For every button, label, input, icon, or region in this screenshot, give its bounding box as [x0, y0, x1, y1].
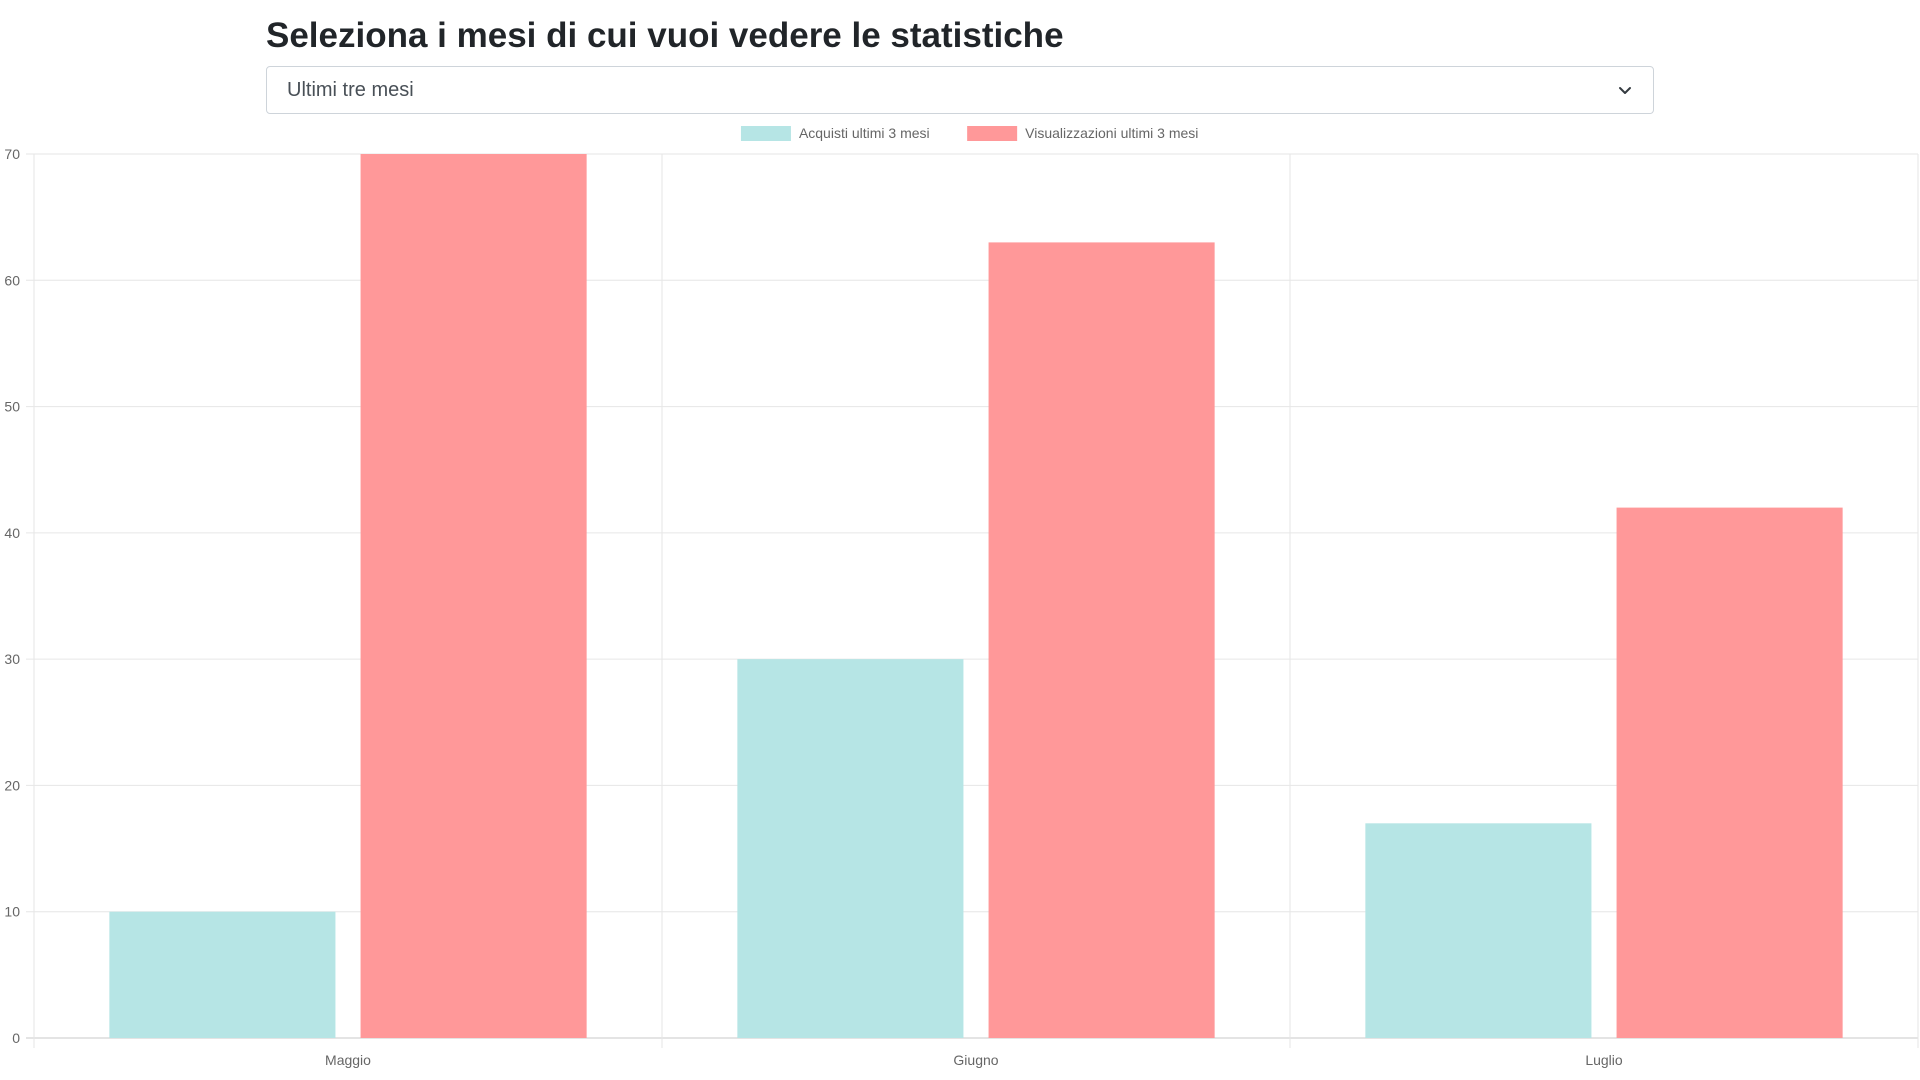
y-tick-label: 40 [4, 525, 20, 541]
legend-swatch-1 [740, 126, 791, 141]
y-tick-label: 60 [4, 272, 20, 288]
bar-maggio-series-1 [109, 911, 336, 1038]
legend-label-2: Visualizzazioni ultimi 3 mesi [1025, 125, 1198, 141]
month-select[interactable]: Ultimi tre mesi [266, 66, 1654, 114]
y-tick-label: 70 [4, 146, 20, 162]
x-tick-label: Giugno [953, 1052, 998, 1068]
legend-swatch-2 [967, 126, 1018, 141]
chevron-down-icon [1617, 82, 1633, 98]
bar-luglio-series-2 [1616, 507, 1843, 1039]
bar-chart: 0 10 20 30 40 50 60 70 Maggio Giugno Luglio Acquist… [4, 125, 1919, 1068]
statistics-chart: 0 10 20 30 40 50 60 70 Maggio Giugno Luglio Acquist… [0, 118, 1920, 1080]
legend-label-1: Acquisti ultimi 3 mesi [799, 125, 930, 141]
bar-giugno-series-2 [988, 242, 1215, 1038]
bar-luglio-series-1 [1365, 823, 1592, 1038]
y-tick-label: 0 [12, 1030, 20, 1046]
bar-giugno-series-1 [737, 659, 964, 1038]
month-select-value: Ultimi tre mesi [287, 78, 414, 101]
x-tick-label: Luglio [1585, 1052, 1623, 1068]
x-tick-label: Maggio [325, 1052, 371, 1068]
y-tick-label: 30 [4, 651, 20, 667]
y-tick-label: 50 [4, 399, 20, 415]
y-tick-label: 20 [4, 777, 20, 793]
page-title: Seleziona i mesi di cui vuoi vedere le s… [266, 16, 1064, 55]
y-tick-label: 10 [4, 904, 20, 920]
bar-maggio-series-2 [360, 154, 587, 1038]
